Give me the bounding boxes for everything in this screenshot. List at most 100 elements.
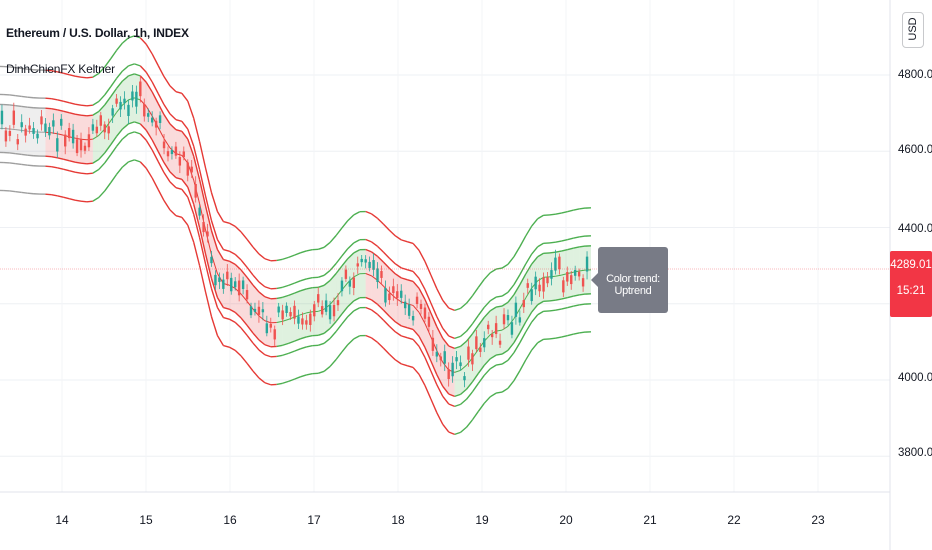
keltner-band-line <box>442 395 450 405</box>
keltner-band-line <box>329 235 337 243</box>
keltner-band-line <box>63 72 70 76</box>
keltner-band-line <box>507 380 515 389</box>
keltner-band-line <box>92 110 100 116</box>
keltner-band-line <box>57 167 64 170</box>
keltner-band-line <box>573 208 580 211</box>
keltner-band-line <box>531 218 539 227</box>
keltner-band-line <box>401 335 408 339</box>
keltner-band-line <box>134 73 141 77</box>
keltner-band-line <box>424 347 432 362</box>
keltner-band-line <box>549 299 556 302</box>
keltner-band-line <box>365 238 372 243</box>
keltner-band-line <box>454 403 461 408</box>
candle-body <box>20 122 23 128</box>
keltner-band-line <box>573 236 580 239</box>
keltner-band-line <box>323 365 331 372</box>
keltner-band-line <box>294 252 301 256</box>
keltner-band-line <box>258 349 266 356</box>
keltner-band-line <box>193 241 201 266</box>
keltner-band-line <box>175 186 183 191</box>
keltner-band-line <box>549 337 556 340</box>
trend-tooltip-text: Color trend: Uptrend <box>606 273 660 297</box>
price-tick: 4000.00 <box>898 372 932 384</box>
candle-body <box>95 126 99 134</box>
keltner-band-line <box>306 249 313 252</box>
candle-body <box>514 302 518 317</box>
keltner-band-line <box>282 284 289 288</box>
keltner-band-line <box>489 306 497 312</box>
keltner-band-line <box>465 333 473 342</box>
keltner-band-line <box>329 331 337 339</box>
keltner-band-line <box>323 337 331 344</box>
keltner-band-line <box>198 141 207 169</box>
symbol-title[interactable]: Ethereum / U.S. Dollar, 1h, INDEX <box>6 26 189 40</box>
time-tick: 22 <box>727 513 741 527</box>
keltner-band-line <box>561 238 568 242</box>
keltner-band-line <box>579 303 586 306</box>
keltner-basis-line <box>335 289 343 298</box>
candle-body <box>178 157 182 166</box>
keltner-band-line <box>401 325 408 329</box>
keltner-band-line <box>430 274 438 289</box>
candle-body <box>443 351 446 364</box>
keltner-band-line <box>282 342 289 346</box>
keltner-band-line <box>110 49 118 60</box>
candle-body <box>498 340 502 345</box>
candle-body <box>194 183 197 198</box>
currency-button[interactable]: USD <box>902 12 924 48</box>
candle-body <box>40 116 43 125</box>
keltner-band-line <box>216 297 224 308</box>
keltner-band-line <box>198 237 207 265</box>
keltner-band-line <box>51 98 58 101</box>
keltner-band-line <box>27 106 34 109</box>
keltner-band-line <box>198 265 207 293</box>
keltner-band-line <box>223 258 230 262</box>
keltner-band-line <box>371 309 378 315</box>
candle-body <box>490 334 494 338</box>
keltner-band-line <box>460 340 467 347</box>
keltner-band-line <box>406 241 414 245</box>
keltner-band-line <box>430 312 438 327</box>
keltner-band-line <box>134 121 141 125</box>
keltner-band-line <box>436 326 444 339</box>
keltner-basis-line <box>276 320 283 323</box>
keltner-band-line <box>531 304 539 313</box>
candle-body <box>372 260 375 270</box>
keltner-band-line <box>454 307 461 312</box>
keltner-band-line <box>181 130 189 140</box>
keltner-band-line <box>394 359 402 365</box>
candle-body <box>550 270 553 279</box>
candle-body <box>8 130 12 136</box>
keltner-band-line <box>204 263 213 289</box>
keltner-band-line <box>240 355 248 364</box>
candle-body <box>218 277 221 282</box>
keltner-band-line <box>365 296 372 301</box>
candle-body <box>392 286 395 293</box>
keltner-band-line <box>306 277 313 280</box>
keltner-band-line <box>110 77 118 88</box>
keltner-band-line <box>198 179 207 207</box>
keltner-band-line <box>418 287 426 300</box>
keltner-band-line <box>489 392 497 398</box>
keltner-band-line <box>329 359 337 367</box>
keltner-basis-line <box>329 297 337 305</box>
keltner-band-line <box>394 321 402 327</box>
keltner-band-line <box>27 154 34 157</box>
keltner-band-line <box>471 287 479 297</box>
keltner-basis-line <box>418 312 426 324</box>
candle-body <box>423 307 427 319</box>
keltner-band-line <box>525 321 533 333</box>
keltner-band-line <box>519 235 527 248</box>
keltner-band-line <box>347 252 355 260</box>
keltner-band-line <box>507 342 515 351</box>
keltner-band-line <box>139 37 147 45</box>
keltner-basis-line <box>157 127 165 139</box>
keltner-band-line <box>157 151 165 163</box>
candle-body <box>261 309 265 313</box>
keltner-band-line <box>406 365 414 369</box>
candle-body <box>24 128 27 136</box>
keltner-band-line <box>128 159 135 163</box>
keltner-band-line <box>418 249 426 262</box>
indicator-name[interactable]: DinhChienFX Keltner <box>6 62 115 76</box>
